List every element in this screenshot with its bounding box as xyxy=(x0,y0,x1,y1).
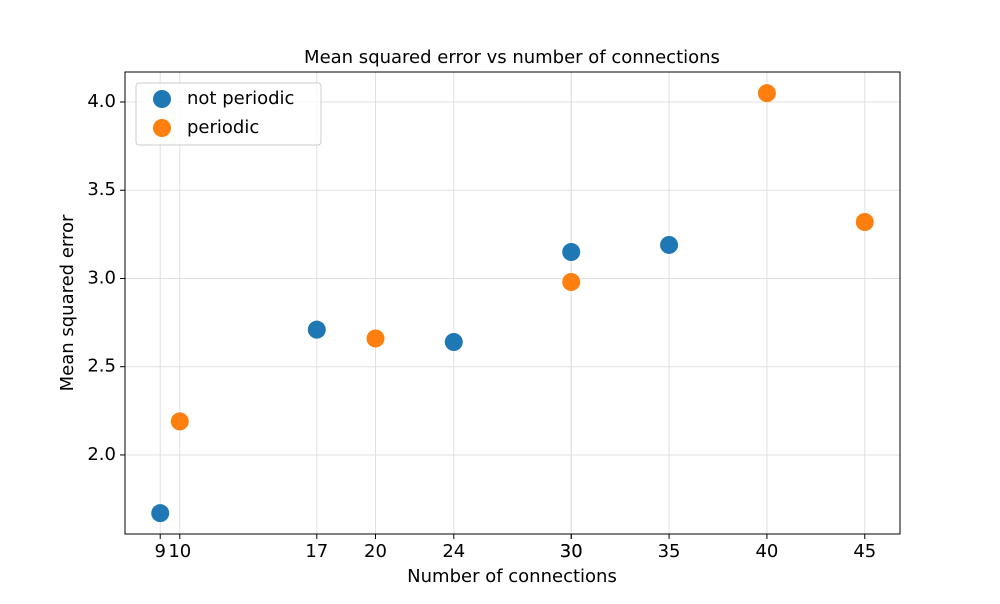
y-tick-label: 2.0 xyxy=(87,444,116,465)
x-tick-label: 9 xyxy=(155,541,166,562)
x-tick-label: 24 xyxy=(442,541,465,562)
x-tick-label: 20 xyxy=(364,541,387,562)
x-tick-label: 35 xyxy=(658,541,681,562)
y-axis-label: Mean squared error xyxy=(57,214,78,391)
point xyxy=(151,504,170,523)
point xyxy=(855,213,874,231)
plot-frame xyxy=(124,71,901,535)
point xyxy=(562,273,581,291)
x-tick-label: 10 xyxy=(168,541,191,562)
point xyxy=(444,333,463,351)
x-tick-label: 45 xyxy=(853,541,876,562)
point xyxy=(757,84,776,103)
point xyxy=(660,235,679,254)
x-tick-label: 30 xyxy=(560,541,583,562)
y-tick-label: 3.0 xyxy=(87,267,116,288)
chart-title: Mean squared error vs number of connecti… xyxy=(304,47,720,68)
x-tick-label: 40 xyxy=(755,541,778,562)
legend-label: not periodic xyxy=(187,88,294,109)
x-tick-label: 17 xyxy=(305,541,328,562)
x-axis-label: Number of connections xyxy=(407,566,617,587)
legend-label: periodic xyxy=(187,117,259,138)
y-tick-label: 2.5 xyxy=(87,356,116,377)
x-tick-label: 30 xyxy=(560,541,583,562)
legend-marker xyxy=(153,90,171,108)
point xyxy=(366,329,385,348)
legend-marker xyxy=(153,119,171,137)
point xyxy=(307,320,326,339)
y-tick-label: 4.0 xyxy=(87,91,116,112)
y-tick-label: 3.5 xyxy=(87,179,116,200)
point xyxy=(170,412,189,431)
point xyxy=(562,243,581,261)
legend-box xyxy=(135,82,322,146)
